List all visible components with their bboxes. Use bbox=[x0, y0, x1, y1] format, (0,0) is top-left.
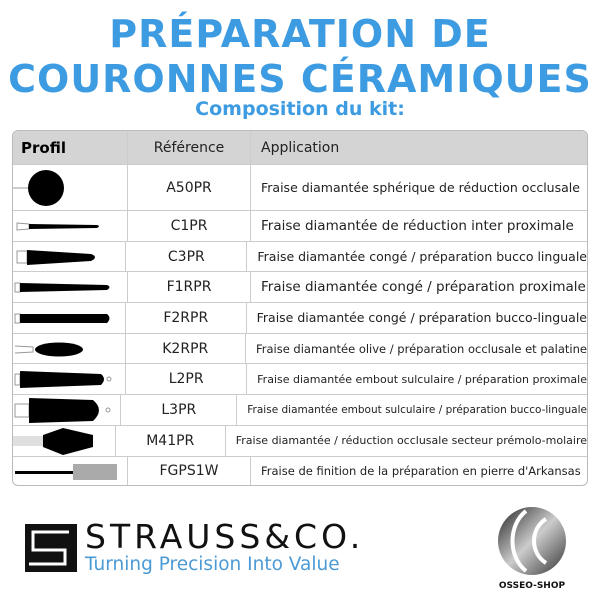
reference-cell: L3PR bbox=[121, 395, 238, 425]
partner-name: OSSEO-SHOP bbox=[498, 581, 566, 591]
bur-stone-icon bbox=[15, 463, 117, 480]
profile-cell bbox=[13, 364, 127, 395]
application-cell: Fraise diamantée sphérique de réduction … bbox=[261, 180, 580, 195]
profile-cell bbox=[13, 211, 128, 241]
application-cell: Fraise diamantée / réduction occlusale s… bbox=[235, 434, 587, 448]
bur-thin-cone-icon bbox=[16, 222, 99, 231]
brand-tagline: Turning Precision Into Value bbox=[85, 554, 340, 575]
reference-cell: F1RPR bbox=[128, 272, 251, 303]
application-cell: Fraise diamantée congé / préparation buc… bbox=[256, 310, 587, 326]
profile-cell bbox=[13, 165, 128, 210]
application-cell: Fraise diamantée congé / préparation buc… bbox=[257, 249, 587, 265]
application-cell: Fraise diamantée congé / préparation pro… bbox=[261, 279, 586, 296]
table-row: C3PR Fraise diamantée congé / préparatio… bbox=[13, 240, 587, 272]
bur-olive-icon bbox=[14, 342, 83, 357]
profile-cell bbox=[13, 333, 126, 364]
subtitle: Composition du kit: bbox=[195, 98, 405, 120]
application-cell: Fraise diamantée embout sulculaire / pré… bbox=[247, 403, 587, 416]
reference-cell: L2PR bbox=[126, 364, 248, 395]
reference-cell: F2RPR bbox=[126, 303, 247, 333]
profile-cell bbox=[13, 241, 127, 272]
table-row: K2RPR Fraise diamantée olive / préparati… bbox=[13, 332, 587, 364]
bur-long-cylinder-icon bbox=[14, 313, 110, 324]
table-row: F2RPR Fraise diamantée congé / préparati… bbox=[13, 302, 587, 333]
application-cell: Fraise diamantée de réduction inter prox… bbox=[261, 217, 574, 234]
reference-cell: M41PR bbox=[116, 425, 226, 456]
reference-cell: FGPS1W bbox=[128, 456, 251, 485]
bur-cone-icon bbox=[16, 249, 95, 265]
osseo-mark-icon bbox=[498, 507, 566, 575]
reference-cell: A50PR bbox=[128, 165, 251, 210]
reference-cell: C3PR bbox=[126, 241, 248, 272]
strauss-logo: STRAUSS&CO. Turning Precision Into Value bbox=[25, 520, 364, 576]
profile-cell bbox=[13, 272, 128, 303]
bur-guided-wide-icon bbox=[14, 398, 111, 424]
table-row: A50PR Fraise diamantée sphérique de rédu… bbox=[13, 164, 587, 210]
bur-hexagonal-icon bbox=[13, 427, 93, 455]
table-row: F1RPR Fraise diamantée congé / préparati… bbox=[13, 271, 587, 303]
osseo-shop-logo: OSSEO-SHOP bbox=[492, 505, 572, 591]
bur-long-cone-icon bbox=[14, 282, 110, 293]
profile-cell bbox=[13, 456, 128, 485]
profile-cell bbox=[13, 395, 122, 425]
header-reference: Référence bbox=[128, 131, 251, 164]
table-row: FGPS1W Fraise de finition de la préparat… bbox=[13, 455, 587, 485]
reference-cell: C1PR bbox=[128, 211, 251, 241]
table-header: Profil Référence Application bbox=[13, 131, 587, 164]
table-row: M41PR Fraise diamantée / réduction occlu… bbox=[13, 424, 587, 456]
table-row: C1PR Fraise diamantée de réduction inter… bbox=[13, 210, 587, 241]
title-line-1: PRÉPARATION DE bbox=[109, 12, 491, 56]
reference-cell: K2RPR bbox=[126, 333, 246, 364]
profile-cell bbox=[13, 425, 116, 456]
bur-spherical-icon bbox=[13, 170, 64, 206]
title-line-2: COURONNES CÉRAMIQUES bbox=[8, 57, 592, 101]
bur-guided-cone-icon bbox=[14, 371, 112, 389]
table-row: L2PR Fraise diamantée embout sulculaire … bbox=[13, 363, 587, 395]
header-application: Application bbox=[261, 139, 340, 156]
application-cell: Fraise diamantée embout sulculaire / pré… bbox=[257, 372, 587, 386]
profile-cell bbox=[13, 303, 126, 333]
strauss-mark-icon bbox=[25, 524, 77, 572]
kit-table: Profil Référence Application A50PR Frais… bbox=[12, 130, 588, 486]
brand-name: STRAUSS&CO. bbox=[85, 517, 365, 556]
header-profil: Profil bbox=[13, 131, 128, 164]
table-row: L3PR Fraise diamantée embout sulculaire … bbox=[13, 394, 587, 425]
application-cell: Fraise diamantée olive / préparation occ… bbox=[255, 341, 587, 356]
application-cell: Fraise de finition de la préparation en … bbox=[261, 464, 581, 479]
